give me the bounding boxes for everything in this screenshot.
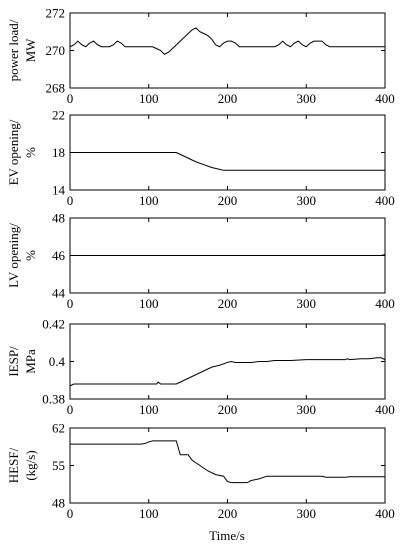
x-tick-label: 0	[67, 296, 74, 311]
subplot-4: 0 100 200 300 400 0.38 0.4 0.42 IESP/MPa	[6, 317, 395, 418]
y-tick-label: 22	[52, 108, 65, 123]
x-tick-label: 100	[139, 91, 159, 106]
x-tick-label: 200	[218, 296, 238, 311]
y-axis-label: (kg/s)	[23, 450, 38, 480]
y-tick-label: 0.42	[42, 317, 65, 332]
x-tick-label: 0	[67, 193, 74, 208]
x-tick-label: 200	[218, 193, 238, 208]
y-axis-label: power load/	[6, 19, 21, 81]
y-axis-label: %	[23, 250, 38, 261]
x-tick-label: 400	[375, 296, 395, 311]
y-tick-label: 270	[46, 43, 66, 58]
y-tick-label: 0.38	[42, 392, 65, 407]
x-tick-label: 400	[375, 506, 395, 521]
x-tick-label: 400	[375, 193, 395, 208]
x-tick-label: 100	[139, 506, 159, 521]
y-axis-label: EV opening/	[6, 119, 21, 185]
y-tick-label: 0.4	[49, 354, 66, 369]
y-tick-label: 46	[52, 248, 66, 263]
y-axis-label: MW	[23, 38, 38, 63]
series-line-1-1	[69, 27, 385, 55]
series-line-5-1	[70, 440, 385, 484]
y-tick-label: 44	[52, 286, 66, 301]
y-tick-label: 55	[52, 458, 65, 473]
y-axis-label: LV opening/	[6, 223, 21, 288]
y-tick-label: 48	[52, 496, 65, 511]
x-tick-label: 300	[297, 296, 317, 311]
x-tick-label: 400	[375, 91, 395, 106]
y-axis-label: MPa	[23, 349, 38, 374]
plot-frame	[69, 323, 386, 400]
x-tick-label: 0	[67, 506, 74, 521]
x-tick-label: 100	[139, 402, 159, 417]
x-tick-label: 200	[218, 506, 238, 521]
x-tick-label: 400	[375, 402, 395, 417]
y-tick-label: 62	[52, 421, 65, 436]
x-tick-label: 300	[297, 193, 317, 208]
x-tick-label: 0	[67, 402, 74, 417]
x-tick-label: 0	[67, 91, 74, 106]
x-tick-label: 200	[218, 91, 238, 106]
y-tick-label: 272	[46, 6, 66, 21]
x-tick-label: 300	[297, 402, 317, 417]
plot-frame	[69, 427, 386, 504]
series-line-4-1	[69, 357, 386, 387]
x-axis-label: Time/s	[209, 528, 245, 543]
subplot-1: 0 100 200 300 400 268 270 272 power load/MW	[6, 6, 395, 107]
x-tick-label: 100	[139, 296, 159, 311]
panels: 0 100 200 300 400 268 270 272 power load/MW 0 100 2…	[6, 6, 395, 522]
x-tick-label: 200	[218, 402, 238, 417]
y-axis-label: IESP/	[6, 346, 21, 377]
x-tick-label: 300	[297, 506, 317, 521]
series-line-2-1	[70, 152, 385, 171]
y-tick-label: 14	[52, 183, 66, 198]
subplot-5: 0 100 200 300 400 48 55 62 HESF/(kg/s)	[6, 421, 395, 522]
series-line-3-1	[70, 254, 386, 256]
subplot-2: 0 100 200 300 400 14 18 22 EV opening/%	[6, 108, 395, 209]
subplot-3: 0 100 200 300 400 44 46 48 LV opening/%	[6, 211, 395, 312]
plot-frame	[69, 12, 386, 89]
x-tick-label: 100	[139, 193, 159, 208]
x-tick-label: 300	[297, 91, 317, 106]
y-axis-label: %	[23, 147, 38, 158]
y-tick-label: 268	[46, 81, 66, 96]
y-axis-label: HESF/	[6, 447, 21, 483]
y-tick-label: 18	[52, 145, 65, 160]
y-tick-label: 48	[52, 211, 65, 226]
